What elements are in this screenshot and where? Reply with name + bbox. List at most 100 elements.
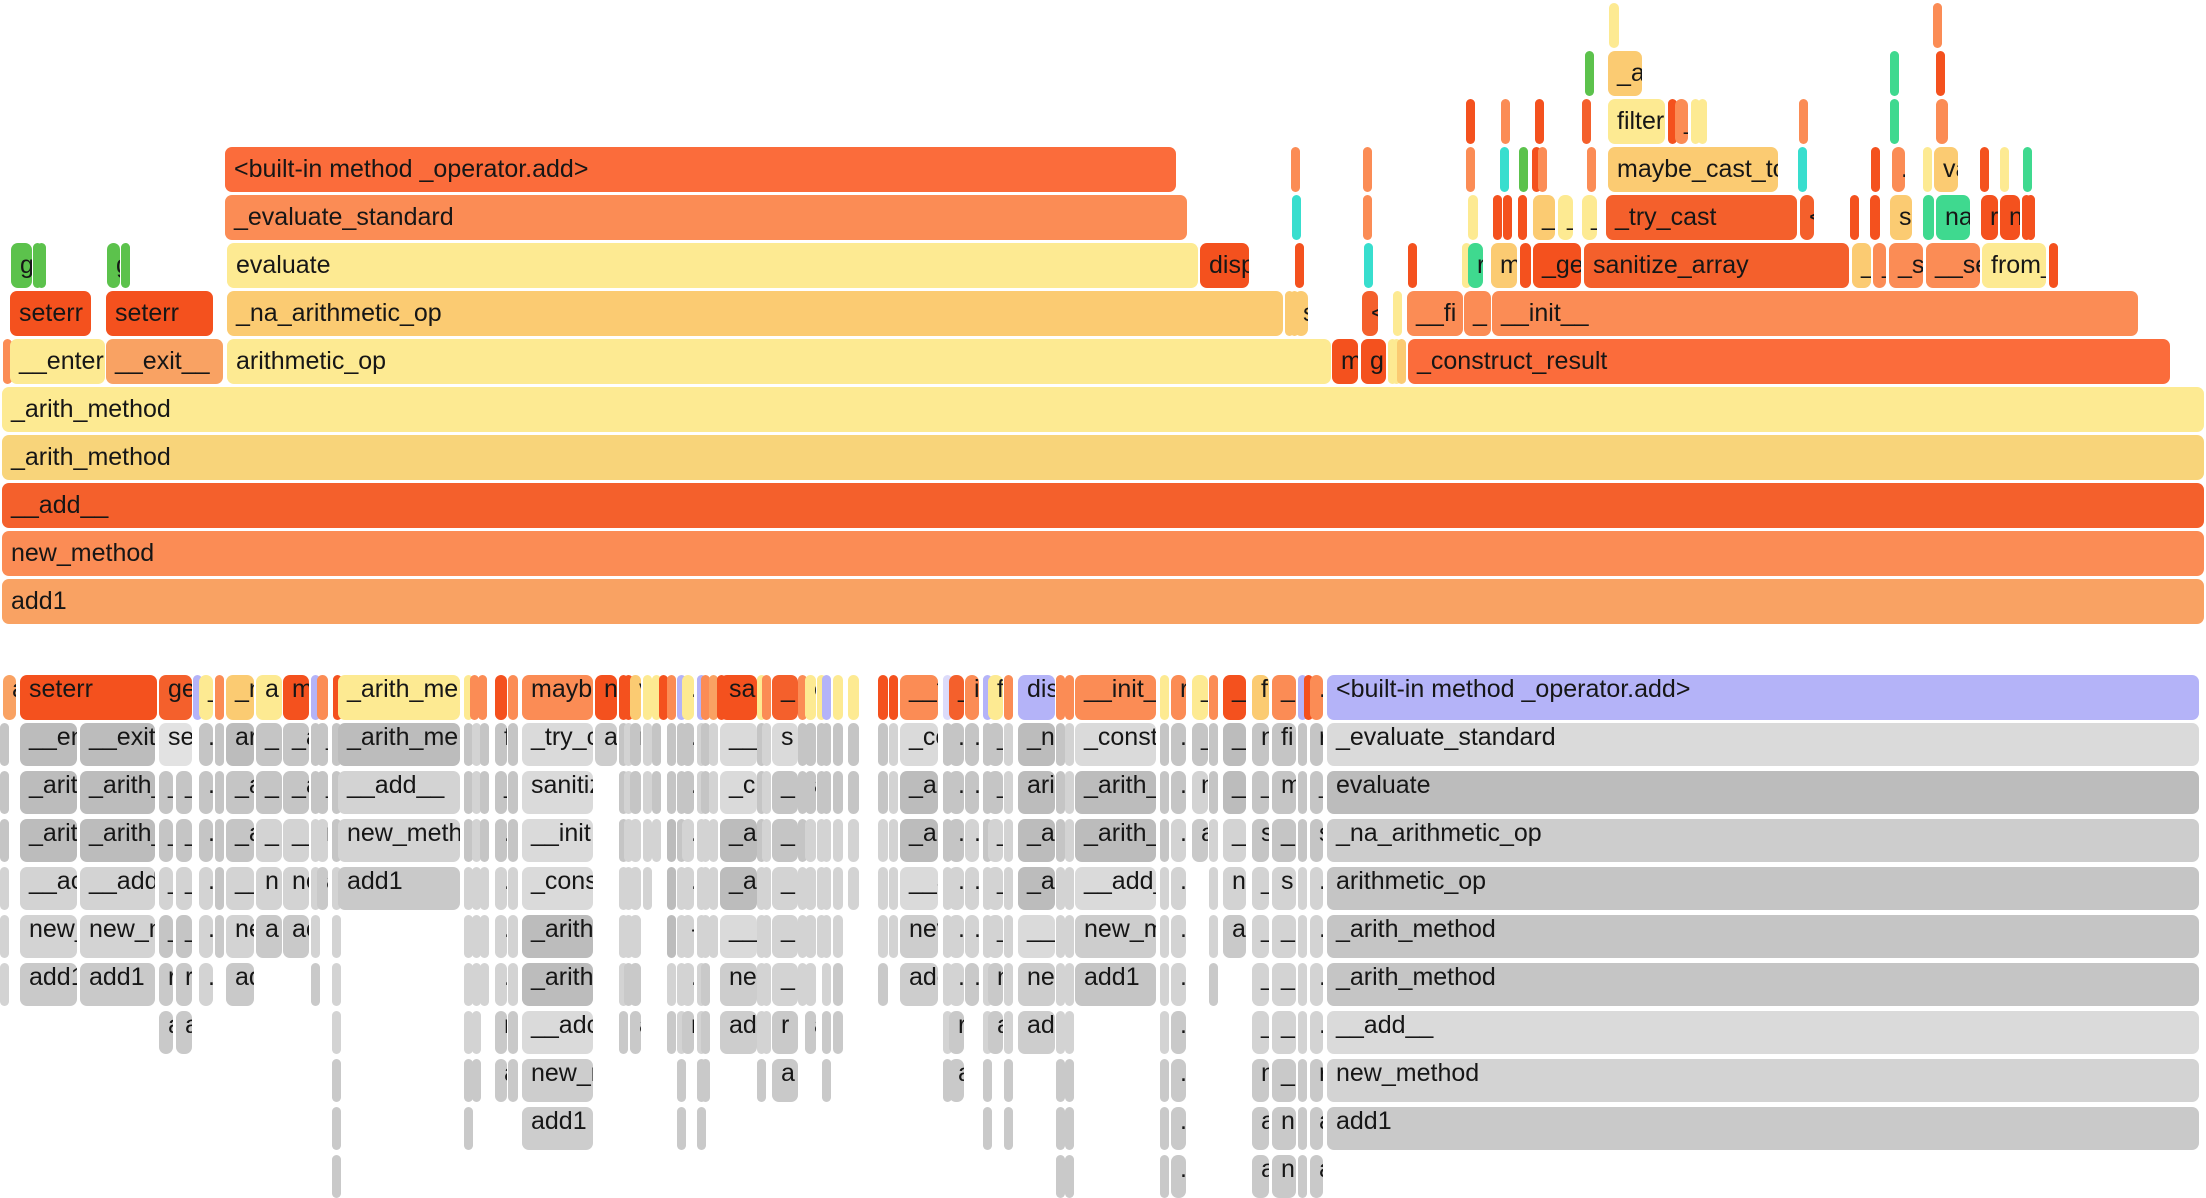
- leaf-frame-bar[interactable]: [478, 675, 487, 720]
- caller-frame-bar[interactable]: r: [159, 963, 173, 1006]
- caller-frame-bar[interactable]: add1: [522, 1107, 593, 1150]
- frame-bar[interactable]: [1285, 291, 1294, 336]
- caller-frame-bar[interactable]: [1065, 1011, 1074, 1054]
- leaf-frame-bar[interactable]: r: [1171, 675, 1186, 720]
- caller-frame-bar[interactable]: _: [176, 819, 192, 862]
- caller-frame-bar[interactable]: _: [772, 771, 798, 814]
- caller-frame-bar[interactable]: [1160, 1011, 1169, 1054]
- caller-frame-bar[interactable]: _: [772, 915, 798, 958]
- caller-frame-bar[interactable]: __: [283, 819, 309, 862]
- leaf-frame-bar[interactable]: [333, 675, 342, 720]
- caller-frame-bar[interactable]: [1004, 1011, 1013, 1054]
- caller-frame-bar[interactable]: __init: [522, 819, 593, 862]
- caller-frame-bar[interactable]: r: [176, 963, 192, 1006]
- caller-frame-bar[interactable]: _a: [283, 723, 309, 766]
- caller-frame-bar[interactable]: _: [1252, 915, 1269, 958]
- caller-frame-bar[interactable]: n: [1272, 1107, 1296, 1150]
- caller-frame-bar[interactable]: [643, 867, 652, 910]
- leaf-frame-bar[interactable]: _c: [1223, 675, 1246, 720]
- caller-frame-bar[interactable]: [1160, 771, 1169, 814]
- caller-frame-bar[interactable]: [1160, 963, 1169, 1006]
- caller-frame-bar[interactable]: [677, 963, 686, 1006]
- caller-frame-bar[interactable]: [311, 963, 320, 1006]
- caller-frame-bar[interactable]: [822, 915, 831, 958]
- caller-frame-bar[interactable]: [709, 867, 718, 910]
- frame-bar[interactable]: [121, 243, 130, 288]
- caller-frame-bar[interactable]: f: [495, 723, 507, 766]
- caller-frame-bar[interactable]: [332, 723, 341, 766]
- caller-frame-bar[interactable]: .: [949, 963, 964, 1006]
- caller-frame-bar[interactable]: _arit: [20, 771, 77, 814]
- caller-frame-bar[interactable]: .: [495, 867, 507, 910]
- caller-frame-bar[interactable]: [667, 867, 676, 910]
- frame-bar[interactable]: __exit__: [106, 339, 223, 384]
- frame-bar[interactable]: na: [1936, 195, 1970, 240]
- caller-frame-bar[interactable]: add1: [1075, 963, 1156, 1006]
- caller-frame-bar[interactable]: _: [159, 819, 173, 862]
- caller-frame-bar[interactable]: [1209, 915, 1218, 958]
- selected-leaf-frame-bar[interactable]: disp: [1018, 675, 1055, 720]
- caller-frame-bar[interactable]: n: [317, 819, 328, 862]
- caller-frame-bar[interactable]: [332, 867, 341, 910]
- caller-frame-bar[interactable]: .: [508, 723, 518, 766]
- caller-frame-bar[interactable]: _a: [720, 819, 757, 862]
- caller-frame-bar[interactable]: [667, 915, 676, 958]
- caller-frame-bar[interactable]: .: [508, 915, 518, 958]
- caller-frame-bar[interactable]: [624, 723, 633, 766]
- caller-frame-bar[interactable]: .: [833, 723, 843, 766]
- frame-bar[interactable]: [1295, 243, 1304, 288]
- caller-frame-bar[interactable]: .: [848, 771, 859, 814]
- leaf-frame-bar[interactable]: m: [283, 675, 309, 720]
- caller-frame-bar[interactable]: [677, 723, 686, 766]
- frame-bar[interactable]: s: [1294, 291, 1308, 336]
- leaf-frame-bar[interactable]: v: [630, 675, 641, 720]
- caller-frame-bar[interactable]: _a: [720, 867, 757, 910]
- caller-frame-bar[interactable]: [1065, 1155, 1074, 1198]
- leaf-frame-bar[interactable]: f: [1252, 675, 1269, 720]
- caller-frame-bar[interactable]: [983, 963, 992, 1006]
- caller-frame-bar[interactable]: m: [1272, 771, 1296, 814]
- caller-frame-bar[interactable]: .: [833, 963, 843, 1006]
- caller-frame-bar[interactable]: _: [1310, 771, 1323, 814]
- leaf-frame-bar[interactable]: [470, 675, 479, 720]
- caller-frame-bar[interactable]: a: [595, 723, 617, 766]
- frame-bar[interactable]: [1363, 195, 1372, 240]
- caller-frame-bar[interactable]: [943, 723, 952, 766]
- leaf-frame-bar[interactable]: e: [805, 675, 816, 720]
- caller-frame-bar[interactable]: [762, 1011, 771, 1054]
- caller-frame-bar[interactable]: .: [965, 867, 979, 910]
- caller-frame-bar[interactable]: [464, 915, 473, 958]
- frame-bar[interactable]: _: [1852, 243, 1871, 288]
- leaf-frame-bar[interactable]: [619, 675, 628, 720]
- caller-frame-bar[interactable]: [332, 1011, 341, 1054]
- selected-leaf-frame-bar[interactable]: [193, 675, 202, 720]
- caller-frame-bar[interactable]: [1065, 1107, 1074, 1150]
- caller-frame-bar[interactable]: [464, 819, 473, 862]
- caller-frame-bar[interactable]: [480, 771, 489, 814]
- caller-frame-bar[interactable]: [1065, 963, 1074, 1006]
- caller-frame-bar[interactable]: _cons: [522, 867, 593, 910]
- caller-frame-bar[interactable]: [1160, 1155, 1169, 1198]
- caller-frame-bar[interactable]: [757, 1011, 766, 1054]
- caller-frame-bar[interactable]: sanitiz: [522, 771, 593, 814]
- caller-frame-bar[interactable]: .: [805, 819, 816, 862]
- caller-frame-bar[interactable]: [472, 1059, 481, 1102]
- frame-bar[interactable]: [1870, 195, 1880, 240]
- frame-bar[interactable]: __enter: [10, 339, 105, 384]
- caller-frame-bar[interactable]: ne: [720, 963, 757, 1006]
- caller-frame-bar[interactable]: [1004, 819, 1013, 862]
- caller-frame-bar[interactable]: adc: [1018, 1011, 1055, 1054]
- caller-frame-bar[interactable]: [798, 771, 807, 814]
- caller-frame-bar[interactable]: [0, 723, 9, 766]
- caller-frame-bar[interactable]: n: [1252, 1059, 1269, 1102]
- caller-frame-bar[interactable]: [822, 771, 831, 814]
- caller-frame-bar[interactable]: _: [159, 867, 173, 910]
- caller-frame-bar[interactable]: [0, 819, 9, 862]
- caller-frame-bar[interactable]: [1004, 1059, 1013, 1102]
- caller-frame-bar[interactable]: [1160, 1107, 1169, 1150]
- leaf-frame-bar[interactable]: [1065, 675, 1074, 720]
- caller-frame-bar[interactable]: _: [176, 915, 192, 958]
- caller-frame-bar[interactable]: [332, 771, 341, 814]
- caller-frame-bar[interactable]: [332, 1155, 341, 1198]
- leaf-frame-bar[interactable]: [878, 675, 888, 720]
